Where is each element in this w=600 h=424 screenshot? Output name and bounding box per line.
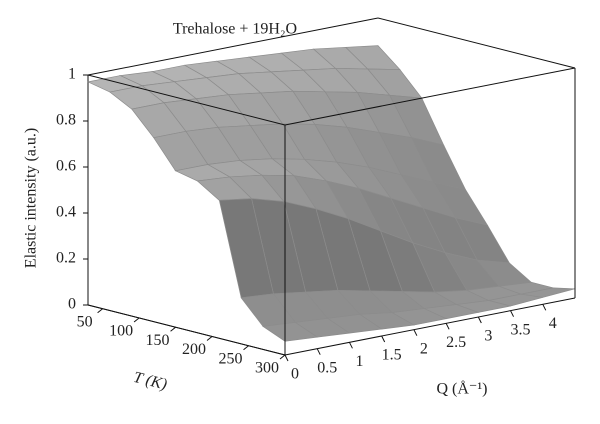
- y-tick: [206, 336, 213, 341]
- box-edge: [284, 297, 576, 356]
- z-axis-label: Elastic intensity (a.u.): [23, 128, 40, 268]
- y-tick-label: 250: [219, 350, 243, 367]
- x-tick-label: 3.5: [511, 321, 531, 338]
- x-tick-label: 1.5: [382, 347, 402, 364]
- x-tick-label: 2.5: [446, 334, 466, 351]
- x-tick: [348, 342, 353, 349]
- x-tick: [381, 335, 386, 343]
- box-edge: [87, 304, 286, 356]
- x-tick-label: 3: [484, 328, 492, 345]
- x-tick-label: 0.5: [317, 359, 337, 376]
- x-tick: [284, 354, 289, 362]
- z-tick-label: 0.4: [56, 204, 76, 221]
- chart-title: Trehalose + 19H₂O: [173, 21, 297, 38]
- x-axis-label: Q (Å⁻¹): [436, 380, 487, 398]
- box-edge: [87, 74, 286, 126]
- x-tick: [316, 348, 321, 355]
- x-tick: [542, 304, 547, 311]
- box-edge: [377, 17, 576, 69]
- y-tick: [97, 308, 103, 314]
- z-tick-label: 0.2: [56, 250, 76, 267]
- x-tick: [413, 329, 418, 336]
- z-tick-label: 0.8: [56, 112, 76, 129]
- y-tick: [243, 345, 249, 351]
- y-tick: [170, 326, 176, 332]
- x-tick-label: 1: [355, 353, 363, 370]
- y-tick-label: 50: [77, 313, 93, 330]
- y-tick-label: 150: [146, 332, 170, 349]
- x-tick-label: 0: [291, 366, 299, 383]
- box-edge: [284, 67, 576, 126]
- x-tick-label: 2: [420, 340, 428, 357]
- y-tick-label: 100: [109, 323, 133, 340]
- y-tick: [133, 317, 140, 323]
- x-tick: [445, 323, 450, 330]
- x-tick-label: 4: [549, 315, 557, 332]
- y-axis-label: T (K): [132, 369, 169, 394]
- box-edge: [87, 17, 379, 76]
- y-tick: [279, 354, 286, 360]
- z-tick-label: 1: [68, 66, 76, 83]
- y-tick-label: 300: [255, 360, 279, 377]
- y-tick-label: 200: [182, 341, 206, 358]
- z-tick-label: 0.6: [56, 158, 76, 175]
- z-tick-label: 0: [68, 296, 76, 313]
- x-tick: [510, 310, 515, 317]
- x-tick: [477, 316, 482, 324]
